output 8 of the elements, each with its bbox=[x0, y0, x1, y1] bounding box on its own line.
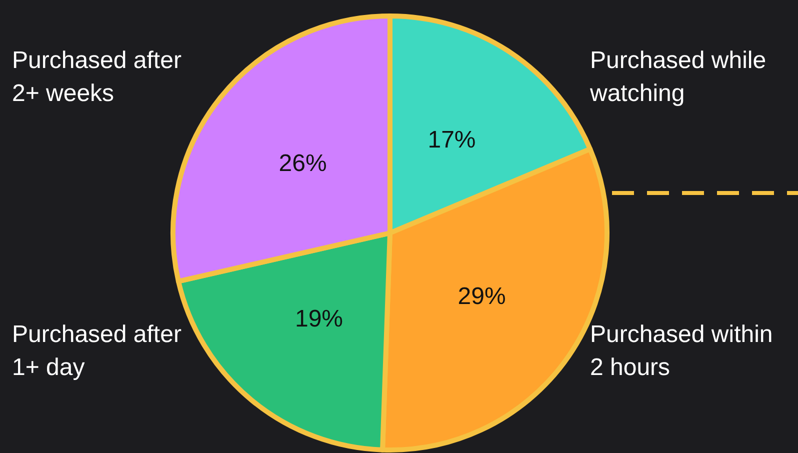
data-label: 29% bbox=[458, 282, 506, 310]
data-label: 17% bbox=[428, 126, 476, 154]
data-label: 19% bbox=[294, 305, 344, 332]
data-label: 26% bbox=[278, 150, 327, 177]
slice-label: Purchased after 2+ weeks bbox=[12, 47, 188, 107]
slice-label: Purchased after 1+ day bbox=[12, 321, 188, 381]
slice-label: Purchased while watching bbox=[589, 47, 773, 107]
slice-label: Purchased within 2 hours bbox=[590, 321, 780, 381]
